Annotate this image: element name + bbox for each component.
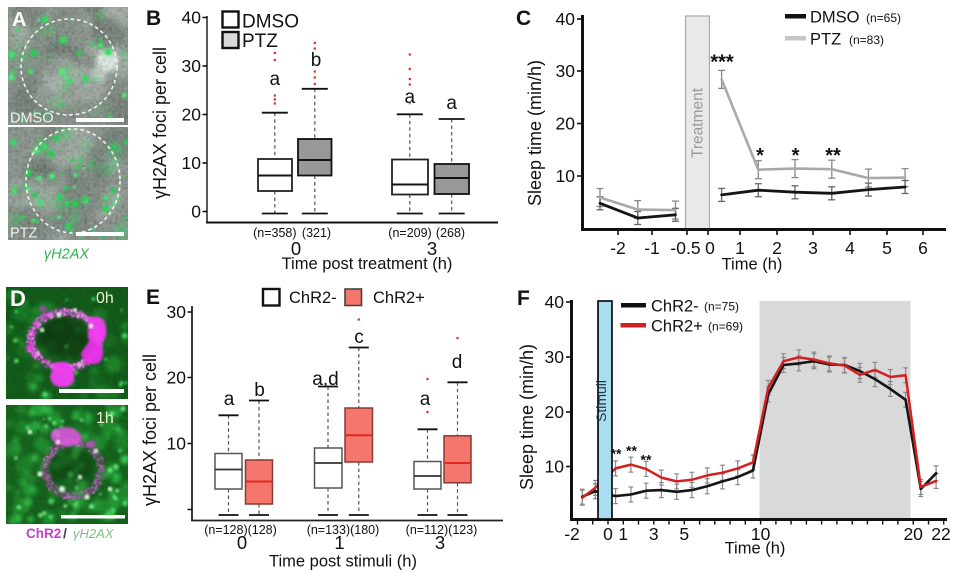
svg-text:Time post treatment (h): Time post treatment (h)	[282, 255, 453, 273]
svg-text:Treatment: Treatment	[690, 87, 707, 158]
svg-text:40: 40	[182, 8, 202, 28]
svg-text:b: b	[254, 380, 265, 401]
svg-text:40: 40	[545, 292, 565, 312]
svg-text:γH2AX foci per cell: γH2AX foci per cell	[150, 47, 170, 199]
svg-text:(n=128)(128): (n=128)(128)	[204, 523, 277, 537]
svg-text:B: B	[146, 7, 161, 30]
svg-text:3: 3	[427, 238, 437, 259]
svg-text:(268): (268)	[436, 226, 465, 240]
svg-text:A: A	[12, 9, 26, 31]
svg-text:(n=112)(123): (n=112)(123)	[406, 523, 478, 537]
svg-text:Time (h): Time (h)	[722, 256, 783, 274]
svg-text:ChR2+: ChR2+	[651, 318, 703, 336]
svg-text:-2: -2	[610, 238, 626, 258]
svg-text:(n=75): (n=75)	[704, 300, 739, 314]
svg-text:6: 6	[918, 238, 928, 258]
svg-text:3: 3	[435, 532, 445, 553]
svg-text:(n=69): (n=69)	[708, 320, 743, 334]
svg-text:PTZ: PTZ	[810, 31, 841, 49]
svg-text:3: 3	[649, 524, 659, 544]
svg-text:2: 2	[772, 238, 782, 258]
svg-text:1: 1	[618, 524, 628, 544]
svg-text:30: 30	[545, 347, 565, 367]
svg-text:0: 0	[191, 202, 201, 222]
svg-text:(n=209): (n=209)	[388, 226, 431, 240]
svg-text:10: 10	[545, 457, 565, 477]
svg-text:-0.5: -0.5	[670, 238, 700, 258]
svg-text:/: /	[63, 525, 67, 541]
svg-text:**: **	[641, 452, 652, 468]
svg-text:0: 0	[705, 238, 715, 258]
svg-text:***: ***	[710, 52, 734, 74]
svg-text:20: 20	[167, 368, 187, 388]
svg-text:-2: -2	[564, 524, 580, 544]
svg-text:DMSO: DMSO	[242, 12, 299, 33]
svg-text:(n=65): (n=65)	[866, 11, 901, 25]
svg-text:c: c	[354, 327, 364, 348]
svg-text:DMSO: DMSO	[10, 111, 54, 127]
svg-text:a: a	[446, 93, 457, 114]
svg-text:ChR2+: ChR2+	[373, 289, 425, 307]
svg-text:20: 20	[903, 524, 923, 544]
svg-text:γH2AX foci per cell: γH2AX foci per cell	[140, 354, 160, 506]
svg-text:a: a	[270, 69, 281, 90]
svg-text:Sleep time (min/h): Sleep time (min/h)	[525, 60, 545, 206]
svg-text:F: F	[517, 287, 530, 310]
svg-text:5: 5	[882, 238, 892, 258]
svg-text:10: 10	[182, 153, 202, 173]
svg-text:a: a	[224, 389, 235, 410]
svg-text:20: 20	[545, 402, 565, 422]
svg-text:Stimuli: Stimuli	[593, 380, 609, 422]
svg-text:-1: -1	[644, 238, 660, 258]
svg-text:PTZ: PTZ	[242, 31, 278, 52]
svg-text:0: 0	[603, 524, 613, 544]
svg-text:(n=133)(180): (n=133)(180)	[307, 523, 380, 537]
svg-text:b: b	[311, 50, 322, 71]
svg-text:a: a	[420, 389, 431, 410]
svg-text:20: 20	[182, 105, 202, 125]
svg-text:4: 4	[845, 238, 855, 258]
svg-text:*: *	[792, 145, 800, 167]
svg-text:PTZ: PTZ	[10, 226, 38, 242]
svg-text:C: C	[516, 7, 531, 30]
svg-text:(n=358): (n=358)	[253, 226, 296, 240]
svg-text:γH2AX: γH2AX	[44, 247, 90, 263]
svg-text:**: **	[825, 145, 841, 167]
svg-text:1: 1	[735, 238, 745, 258]
svg-text:**: **	[626, 443, 637, 459]
svg-text:ChR2: ChR2	[26, 526, 61, 541]
svg-text:22: 22	[931, 524, 950, 544]
svg-text:1: 1	[334, 532, 344, 553]
svg-text:a: a	[405, 87, 416, 108]
svg-text:30: 30	[182, 56, 202, 76]
svg-text:D: D	[10, 286, 26, 311]
svg-text:10: 10	[167, 434, 187, 454]
svg-text:1h: 1h	[96, 410, 114, 427]
svg-text:(321): (321)	[302, 226, 331, 240]
svg-text:0: 0	[237, 532, 247, 553]
svg-text:a,d: a,d	[312, 369, 338, 390]
svg-text:3: 3	[808, 238, 818, 258]
svg-text:0: 0	[291, 238, 301, 259]
svg-text:0h: 0h	[96, 290, 114, 307]
svg-text:30: 30	[556, 61, 576, 81]
svg-text:20: 20	[556, 114, 576, 134]
svg-text:40: 40	[556, 9, 576, 29]
svg-text:10: 10	[556, 166, 576, 186]
svg-text:ChR2-: ChR2-	[651, 298, 699, 316]
svg-text:5: 5	[679, 524, 689, 544]
svg-text:d: d	[452, 352, 463, 373]
svg-text:ChR2-: ChR2-	[289, 289, 337, 307]
svg-text:Time post stimuli (h): Time post stimuli (h)	[269, 553, 417, 571]
svg-text:*: *	[756, 145, 764, 167]
svg-text:DMSO: DMSO	[810, 9, 860, 27]
svg-text:Sleep time (min/h): Sleep time (min/h)	[517, 344, 537, 490]
svg-text:γH2AX: γH2AX	[73, 526, 115, 541]
svg-text:10: 10	[751, 524, 771, 544]
svg-text:30: 30	[167, 302, 187, 322]
svg-text:E: E	[146, 286, 160, 309]
svg-text:Time (h): Time (h)	[725, 540, 786, 558]
svg-text:**: **	[611, 446, 622, 462]
svg-text:(n=83): (n=83)	[849, 33, 884, 47]
